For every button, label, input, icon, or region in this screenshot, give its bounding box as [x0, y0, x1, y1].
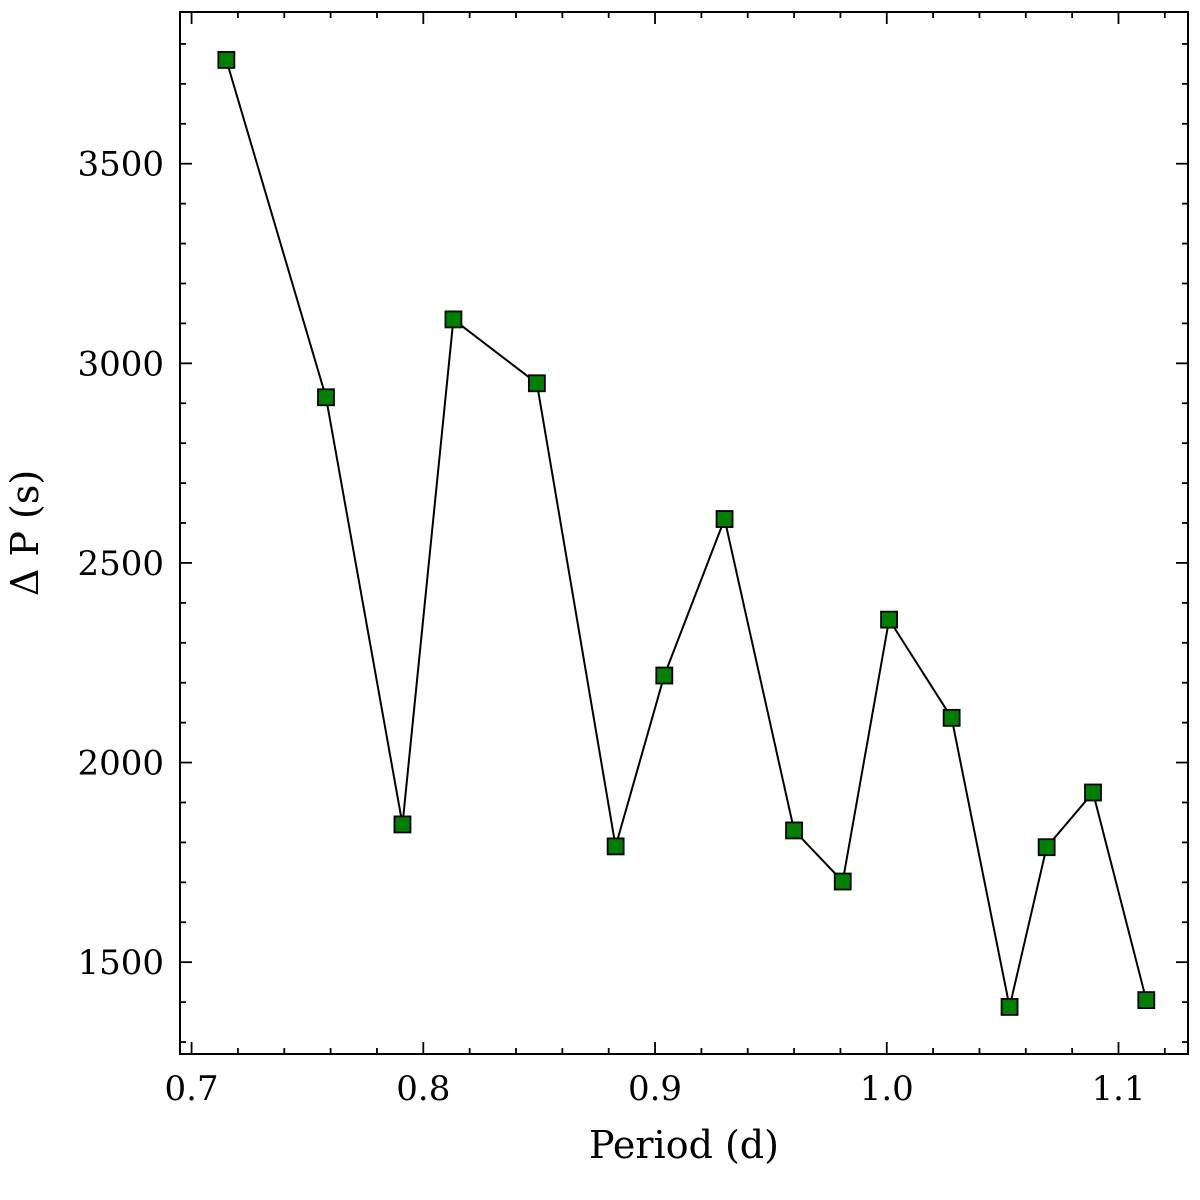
data-point-marker	[833, 872, 852, 891]
data-point-marker	[785, 821, 803, 840]
x-tick-label: 1.0	[860, 1069, 914, 1109]
data-point-marker	[317, 388, 335, 407]
data-point-marker	[942, 708, 961, 727]
series-line	[225, 59, 1148, 1008]
data-point-marker	[715, 510, 734, 528]
data-point-marker	[217, 51, 236, 69]
y-tick-label: 3000	[77, 344, 164, 384]
data-series	[217, 51, 1156, 1016]
x-tick-label: 1.1	[1091, 1069, 1145, 1109]
x-tick-label: 0.8	[396, 1069, 450, 1109]
x-tick-label: 0.7	[165, 1069, 219, 1109]
y-tick-label: 2500	[77, 544, 164, 584]
y-axis-label: Δ P (s)	[3, 470, 47, 596]
data-point-marker	[880, 610, 898, 629]
data-point-marker	[527, 374, 546, 393]
data-point-marker	[393, 815, 412, 834]
y-tick-label: 2000	[77, 744, 164, 784]
y-tick-label: 3500	[77, 145, 164, 185]
data-point-marker	[655, 666, 674, 685]
x-tick-label: 0.9	[628, 1069, 682, 1109]
tick-labels: 0.7 0.8 0.9 1.0 1.1 1500 2000 2500 3000 3500	[77, 145, 1145, 1109]
data-point-marker	[1037, 838, 1056, 857]
plot-frame	[179, 11, 1189, 1055]
y-tick-label: 1500	[77, 943, 164, 983]
data-point-marker	[606, 837, 625, 856]
data-point-marker	[444, 310, 463, 329]
data-point-marker	[1137, 991, 1156, 1010]
data-point-marker	[1084, 783, 1102, 802]
data-point-marker	[1000, 997, 1019, 1016]
x-axis-label: Period (d)	[589, 1123, 779, 1167]
